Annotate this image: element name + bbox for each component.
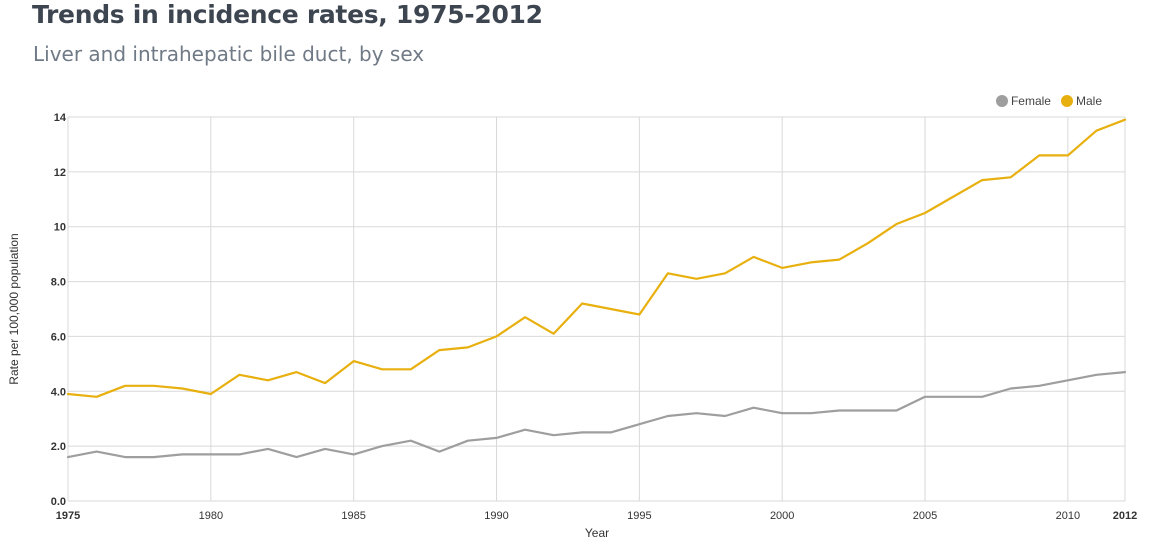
y-tick-label: 12	[54, 167, 66, 179]
legend-label-female: Female	[1010, 94, 1051, 108]
x-tick-label: 1975	[56, 510, 80, 522]
y-tick-label: 6.0	[51, 331, 66, 343]
y-axis-label: Rate per 100,000 population	[7, 233, 21, 384]
y-tick-label: 4.0	[51, 386, 66, 398]
legend-swatch-male	[1060, 95, 1073, 107]
legend-swatch-female	[995, 95, 1008, 107]
legend-item-male[interactable]: Male	[1060, 94, 1102, 108]
y-tick-label: 2.0	[51, 441, 66, 453]
y-tick-label: 8.0	[51, 277, 66, 289]
y-tick-label: 14	[54, 112, 67, 124]
x-tick-label: 2000	[770, 510, 794, 522]
x-tick-label: 1980	[199, 510, 223, 522]
x-tick-label: 1985	[341, 510, 365, 522]
legend-item-female[interactable]: Female	[995, 94, 1051, 108]
grid-layer	[67, 116, 1126, 502]
x-tick-label: 2005	[913, 510, 937, 522]
tick-layer: 0.0 2.0 4.0 6.0 8.0 10 12 14 1975 1980 1985 1990 199…	[51, 112, 1138, 522]
y-tick-label: 0.0	[51, 496, 66, 508]
x-tick-label: 2010	[1056, 510, 1080, 522]
x-tick-label: 2012	[1113, 510, 1137, 522]
y-tick-label: 10	[54, 222, 66, 234]
legend-label-male: Male	[1075, 94, 1102, 108]
x-tick-label: 1995	[627, 510, 651, 522]
x-tick-label: 1990	[484, 510, 508, 522]
chart-subtitle: Liver and intrahepatic bile duct, by sex	[33, 42, 425, 66]
chart-legend: Female Male	[995, 94, 1102, 108]
series-layer	[66, 118, 1127, 459]
series-line-female[interactable]	[66, 371, 1127, 459]
x-axis-label: Year	[585, 526, 609, 540]
series-line-male[interactable]	[66, 118, 1127, 398]
chart-title: Trends in incidence rates, 1975-2012	[32, 0, 543, 29]
